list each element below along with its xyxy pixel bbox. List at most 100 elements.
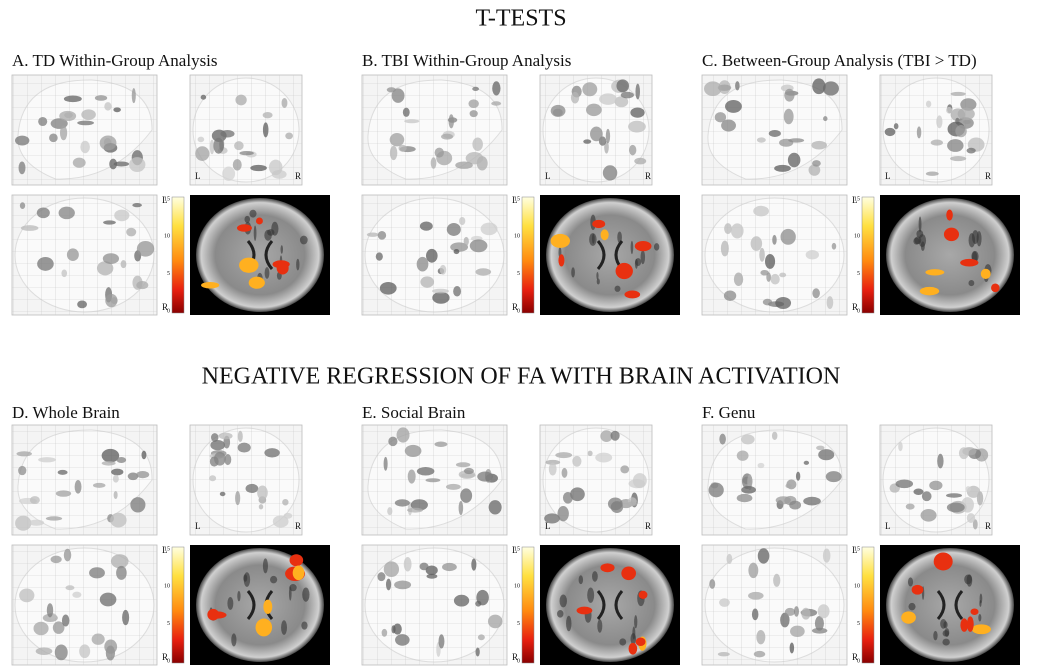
activation-blob [773, 574, 780, 587]
activation-blob [812, 288, 820, 298]
activation-blob [30, 496, 40, 504]
activation-blob [823, 549, 831, 563]
activation-blob [827, 296, 834, 309]
slice-sulcus [302, 588, 309, 602]
activation-blob [772, 235, 776, 245]
activation-blob [606, 129, 610, 143]
activation-blob [741, 486, 756, 494]
slice-activation [912, 585, 924, 595]
activation-blob [425, 478, 440, 482]
slice-sulcus [619, 638, 626, 645]
colorbar-tick: 5 [857, 621, 860, 627]
orientation-label: R [295, 521, 301, 531]
activation-blob [917, 126, 921, 138]
orientation-label: L [885, 521, 891, 531]
activation-blob [756, 630, 765, 644]
activation-blob [209, 475, 216, 481]
activation-blob [382, 629, 388, 637]
activation-blob [583, 139, 591, 143]
activation-blob [394, 581, 411, 590]
activation-blob [36, 647, 53, 655]
activation-blob [393, 624, 402, 635]
activation-blob [431, 157, 437, 168]
activation-blob [832, 243, 837, 250]
activation-blob [464, 237, 469, 246]
activation-blob [488, 615, 503, 629]
activation-blob [269, 160, 283, 176]
activation-blob [894, 123, 899, 129]
slice-activation [601, 229, 609, 240]
activation-blob [477, 471, 493, 481]
orientation-label: L [195, 171, 201, 181]
slice-sulcus [587, 588, 594, 603]
activation-blob [789, 501, 801, 510]
activation-blob [105, 294, 117, 307]
slice-sulcus [264, 230, 272, 241]
slice-sulcus [943, 621, 947, 628]
slice-activation [207, 609, 219, 621]
activation-blob [796, 472, 800, 481]
slice-sulcus [641, 250, 646, 264]
slice-sulcus [265, 267, 270, 279]
slice-activation [967, 616, 974, 632]
activation-blob [885, 128, 896, 136]
slice-sulcus [560, 594, 567, 607]
slice-sulcus [597, 619, 602, 632]
activation-blob [453, 286, 461, 297]
figure: T-TESTSA. TD Within-Group AnalysisLRLR15… [0, 0, 1042, 668]
activation-blob [21, 225, 39, 231]
glass-brain [190, 425, 302, 535]
slice-sulcus [964, 575, 972, 585]
slice-activation [201, 282, 219, 289]
activation-blob [420, 222, 433, 231]
activation-blob [440, 265, 447, 275]
slice-activation [293, 566, 305, 581]
activation-blob [557, 506, 568, 521]
orientation-label: R [985, 521, 991, 531]
activation-blob [417, 257, 429, 272]
activation-blob [104, 639, 117, 653]
activation-blob [263, 122, 269, 137]
slice-sulcus [301, 621, 307, 629]
slice-sulcus [244, 572, 250, 587]
activation-blob [387, 507, 392, 515]
activation-blob [472, 137, 483, 151]
glass-brain [12, 75, 157, 185]
activation-blob [725, 100, 742, 113]
activation-blob [562, 468, 568, 478]
activation-blob [439, 634, 445, 648]
activation-blob [420, 276, 434, 287]
activation-blob [58, 470, 68, 475]
slice-sulcus [943, 630, 950, 636]
activation-blob [737, 450, 749, 460]
activation-blob [937, 454, 943, 469]
brain-slice [540, 545, 680, 665]
activation-blob [420, 563, 429, 571]
colorbar [522, 197, 534, 313]
slice-brain [546, 198, 674, 312]
colorbar [862, 547, 874, 663]
activation-blob [59, 207, 75, 220]
activation-blob [459, 501, 464, 515]
activation-blob [220, 492, 226, 496]
activation-blob [475, 268, 491, 275]
activation-blob [898, 442, 902, 451]
slice-activation [592, 220, 605, 228]
activation-blob [33, 622, 48, 635]
activation-blob [37, 207, 50, 218]
glass-brain [362, 425, 507, 535]
activation-blob [201, 95, 207, 100]
activation-blob [781, 229, 796, 245]
slice-activation [577, 607, 593, 615]
slice-sulcus [631, 241, 634, 254]
glass-brain [702, 545, 847, 665]
activation-blob [214, 452, 226, 466]
activation-blob [259, 504, 263, 509]
activation-blob [435, 148, 444, 158]
slice-activation [629, 643, 638, 655]
slice-sulcus [249, 210, 256, 218]
glass-brain [702, 75, 847, 185]
activation-blob [80, 141, 90, 153]
orientation-label: L [195, 521, 201, 531]
activation-blob [432, 292, 449, 304]
